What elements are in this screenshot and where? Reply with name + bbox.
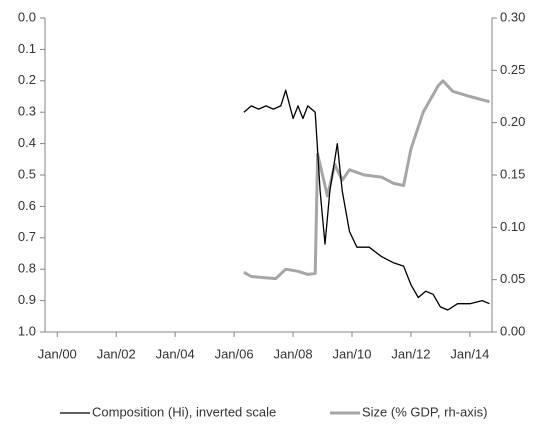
y-tick-label: 1.0 (18, 323, 36, 338)
y-tick-label: 0.2 (18, 72, 36, 87)
x-tick-label: Jan/00 (38, 346, 77, 361)
y-tick-label: 0.7 (18, 229, 36, 244)
legend-label: Composition (Hi), inverted scale (92, 404, 276, 419)
y2-tick-label: 0.30 (500, 9, 525, 24)
x-tick-label: Jan/04 (156, 346, 195, 361)
y-tick-label: 0.4 (18, 135, 36, 150)
series-line (243, 89, 490, 311)
x-tick-label: Jan/08 (274, 346, 313, 361)
y2-tick-label: 0.10 (500, 219, 525, 234)
x-tick-label: Jan/12 (391, 346, 430, 361)
y-tick-label: 0.3 (18, 104, 36, 119)
series-line (243, 79, 490, 281)
x-tick-label: Jan/06 (215, 346, 254, 361)
legend-label: Size (% GDP, rh-axis) (362, 404, 487, 419)
y-tick-label: 0.1 (18, 41, 36, 56)
y2-tick-label: 0.25 (500, 62, 525, 77)
y-tick-label: 0.0 (18, 9, 36, 24)
x-tick-label: Jan/02 (97, 346, 136, 361)
y-tick-label: 0.6 (18, 198, 36, 213)
y2-tick-label: 0.20 (500, 114, 525, 129)
y-tick-label: 0.5 (18, 166, 36, 181)
y2-tick-label: 0.00 (500, 323, 525, 338)
x-tick-label: Jan/14 (450, 346, 489, 361)
y2-tick-label: 0.05 (500, 271, 525, 286)
y-tick-label: 0.8 (18, 261, 36, 276)
x-tick-label: Jan/10 (332, 346, 371, 361)
y-tick-label: 0.9 (18, 292, 36, 307)
y2-tick-label: 0.15 (500, 166, 525, 181)
